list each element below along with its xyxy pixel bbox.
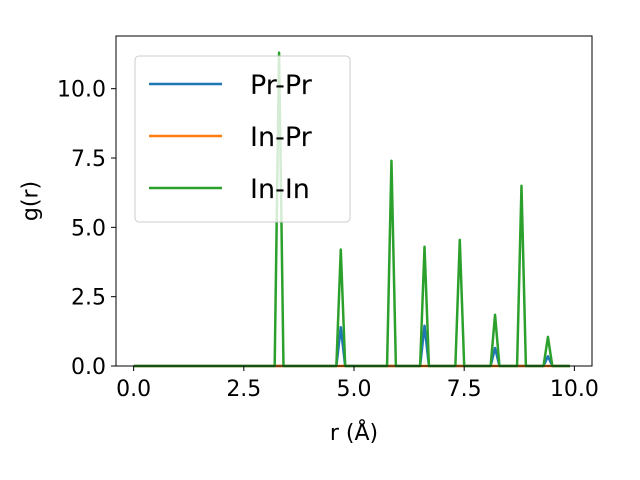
x-tick-label: 2.5 [226,377,261,402]
legend-label: Pr-Pr [250,70,313,101]
y-tick-label: 2.5 [71,286,106,311]
series-line-pr-pr [133,324,570,368]
x-axis: 0.0 2.5 5.0 7.5 10.0 [116,366,599,402]
legend-label: In-In [250,174,310,205]
x-tick-label: 10.0 [550,377,599,402]
x-axis-label: r (Å) [330,419,378,446]
x-tick-label: 0.0 [116,377,151,402]
legend: Pr-Pr In-Pr In-In [134,55,351,223]
y-axis: 0.0 2.5 5.0 7.5 10.0 [57,78,116,380]
y-tick-label: 10.0 [57,78,106,103]
legend-label: In-Pr [250,122,313,153]
legend-box [134,55,351,223]
x-tick-label: 7.5 [447,377,482,402]
y-axis-label: g(r) [19,181,44,221]
y-tick-label: 5.0 [71,216,106,241]
x-tick-label: 5.0 [337,377,372,402]
y-tick-label: 7.5 [71,147,106,172]
y-tick-label: 0.0 [71,355,106,380]
